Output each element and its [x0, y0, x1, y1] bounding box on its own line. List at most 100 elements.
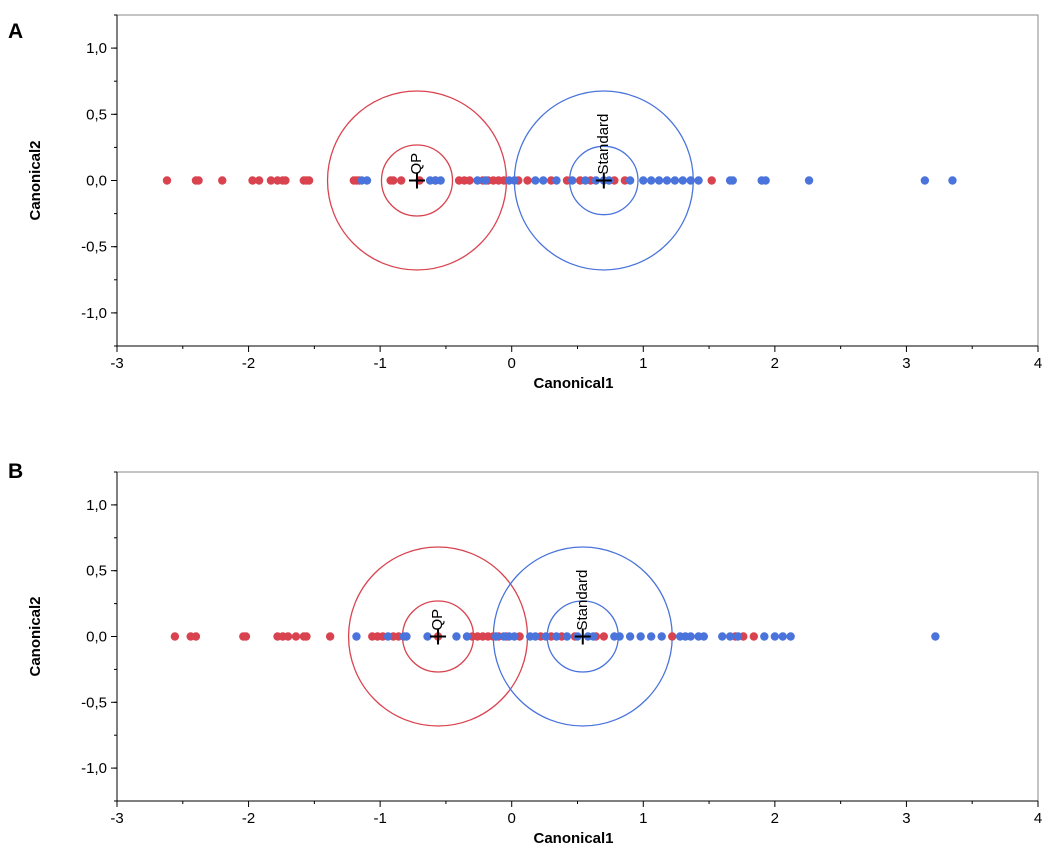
data-point — [718, 632, 727, 641]
data-point — [778, 632, 787, 641]
x-tick-label: 3 — [902, 355, 910, 372]
data-point — [383, 632, 393, 641]
data-point — [491, 632, 501, 641]
y-tick-label: 0,5 — [86, 563, 107, 580]
x-tick-label: -2 — [242, 355, 255, 372]
data-point — [654, 176, 664, 185]
data-point — [254, 176, 264, 185]
x-tick-label: 0 — [508, 810, 516, 827]
data-point — [452, 632, 461, 641]
data-point — [473, 176, 482, 185]
data-point — [423, 632, 432, 641]
y-tick-label: 1,0 — [86, 497, 107, 514]
x-tick-label: -1 — [373, 810, 386, 827]
data-point — [302, 632, 311, 641]
y-tick-label: -0,5 — [81, 239, 107, 256]
panel-label: A — [8, 20, 24, 43]
data-point — [304, 176, 314, 185]
data-point — [770, 632, 780, 641]
y-axis-title: Canonical2 — [27, 140, 44, 220]
data-point — [662, 176, 672, 185]
y-axis-title: Canonical2 — [27, 596, 44, 676]
data-point — [562, 632, 572, 641]
data-point — [733, 632, 743, 641]
data-point — [639, 176, 648, 185]
data-point — [699, 632, 709, 641]
data-point — [615, 632, 624, 641]
data-point — [218, 176, 227, 185]
data-point — [646, 632, 656, 641]
data-point — [248, 176, 257, 185]
data-point — [510, 176, 519, 185]
data-point — [465, 176, 474, 185]
data-point — [668, 632, 677, 641]
data-point — [325, 632, 335, 641]
x-tick-label: -1 — [373, 355, 386, 372]
data-point — [760, 632, 769, 641]
data-point — [694, 176, 703, 185]
y-tick-label: 1,0 — [86, 40, 107, 57]
x-tick-label: -3 — [110, 810, 123, 827]
data-point — [436, 176, 445, 185]
data-point — [362, 176, 372, 185]
data-point — [241, 632, 251, 641]
data-point — [589, 632, 598, 641]
data-point — [402, 632, 411, 641]
data-point — [931, 632, 940, 641]
data-point — [194, 176, 203, 185]
data-point — [625, 176, 635, 185]
canonical-plot-a: -3 -2 -1 0 1 2 3 4 1,0 0,5 0,0 -0,5 -1,0 Canonical1 Ca… — [27, 14, 1042, 392]
data-point — [599, 632, 609, 641]
data-point — [291, 632, 301, 641]
data-point — [670, 176, 680, 185]
data-point — [191, 632, 201, 641]
data-point — [531, 176, 540, 185]
data-point — [389, 176, 398, 185]
y-tick-label: -0,5 — [81, 694, 107, 711]
data-point — [657, 632, 666, 641]
data-point — [539, 176, 548, 185]
data-point — [396, 176, 406, 185]
data-point — [686, 632, 695, 641]
data-point — [920, 176, 930, 185]
data-point — [749, 632, 759, 641]
x-tick-label: 3 — [902, 810, 910, 827]
data-point — [510, 632, 519, 641]
x-tick-label: 0 — [508, 355, 516, 372]
data-point — [552, 632, 561, 641]
data-point — [568, 176, 577, 185]
data-point — [678, 176, 687, 185]
data-point — [283, 632, 293, 641]
data-point — [266, 176, 276, 185]
data-point — [725, 632, 735, 641]
y-tick-label: -1,0 — [81, 760, 107, 777]
canonical-plot-b: -3 -2 -1 0 1 2 3 4 1,0 0,5 0,0 -0,5 -1,0 Canonical1 Ca… — [27, 471, 1042, 847]
data-point — [481, 176, 490, 185]
x-tick-label: 4 — [1034, 355, 1042, 372]
data-point — [636, 632, 645, 641]
data-point — [552, 176, 561, 185]
data-point — [948, 176, 957, 185]
group-mean-label: QP — [429, 609, 446, 631]
panel-a: A -3 -2 -1 0 1 2 3 4 1,0 0,5 0,0 -0,5 -1,0 Canonical1… — [8, 14, 1042, 392]
data-point — [707, 176, 716, 185]
data-point — [581, 176, 590, 185]
data-point — [625, 632, 635, 641]
confidence-circle-inner — [380, 144, 454, 217]
x-axis-title: Canonical1 — [533, 830, 613, 847]
panel-b: B -3 -2 -1 0 1 2 3 4 1,0 0,5 0,0 -0,5 -1,0 Canonical1… — [0, 433, 1046, 866]
y-tick-label: 0,0 — [86, 173, 107, 190]
x-axis-title: Canonical1 — [533, 375, 613, 392]
data-point — [761, 176, 770, 185]
x-tick-label: -3 — [110, 355, 123, 372]
x-tick-label: 1 — [639, 810, 647, 827]
x-tick-label: -2 — [242, 810, 255, 827]
x-tick-label: 2 — [771, 355, 779, 372]
data-point — [786, 632, 795, 641]
data-point — [541, 632, 551, 641]
data-point — [170, 632, 180, 641]
data-point — [352, 632, 361, 641]
data-point — [523, 176, 532, 185]
x-tick-label: 2 — [771, 810, 779, 827]
data-point — [728, 176, 737, 185]
